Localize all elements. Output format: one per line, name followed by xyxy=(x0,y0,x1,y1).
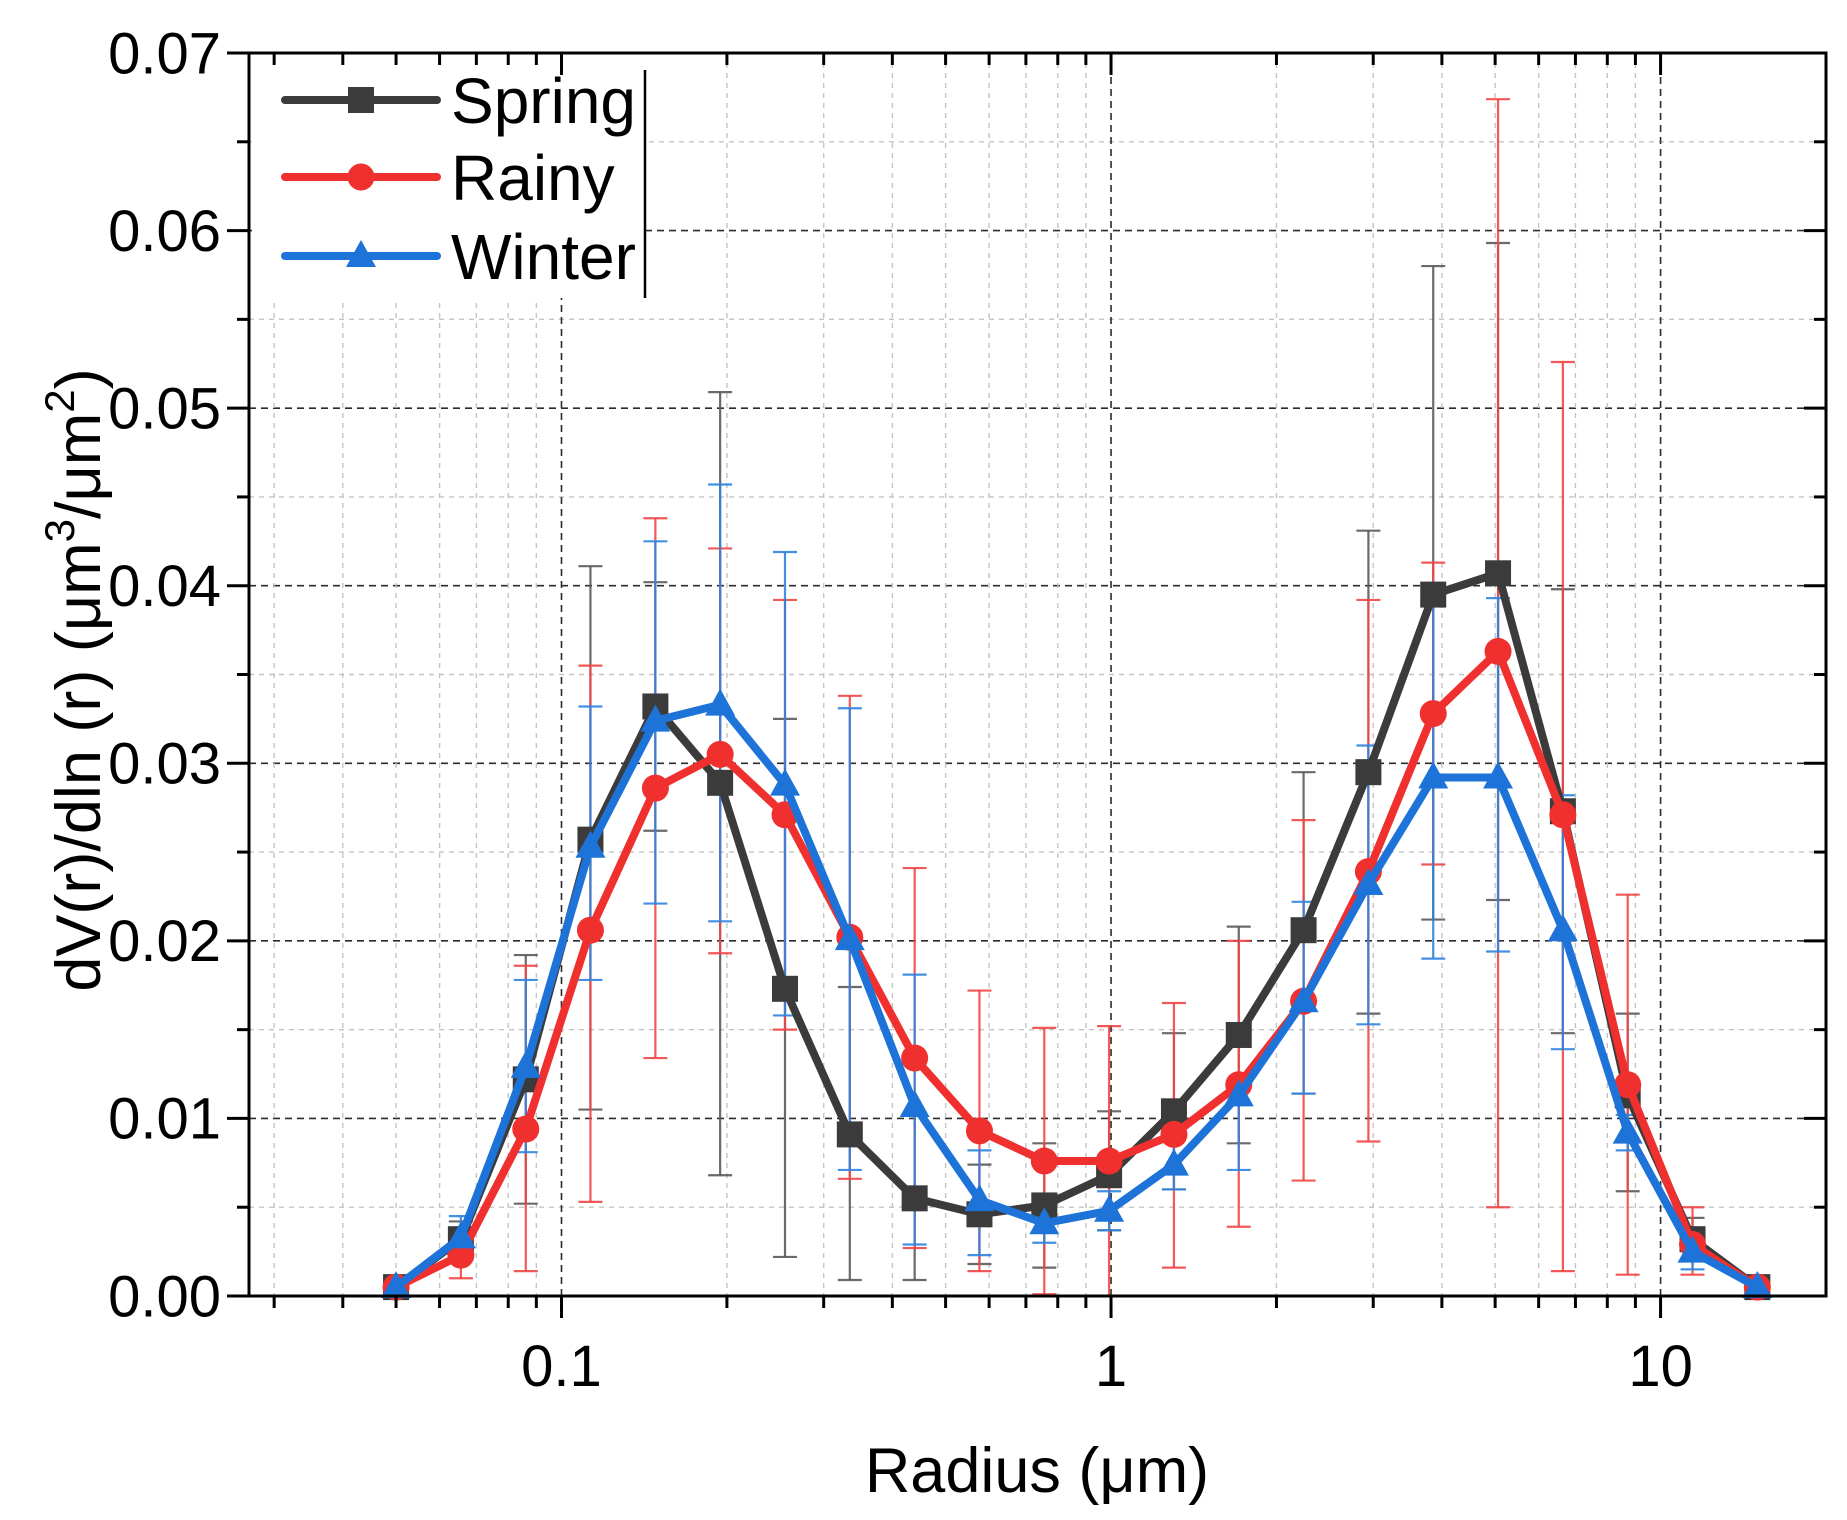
rainy-marker-10 xyxy=(1030,1147,1058,1175)
winter-marker-1 xyxy=(445,1221,476,1249)
rainy-marker-1 xyxy=(447,1241,475,1269)
winter-marker-8 xyxy=(899,1089,930,1117)
y-tick-label-4: 0.04 xyxy=(108,554,221,619)
legend-winter-marker xyxy=(346,240,376,267)
spring-marker-7 xyxy=(836,1121,863,1148)
y-tick-label-3: 0.03 xyxy=(108,732,221,797)
spring-marker-8 xyxy=(901,1185,928,1212)
spring-marker-13 xyxy=(1225,1021,1252,1048)
winter-marker-0 xyxy=(381,1271,412,1299)
winter-marker-9 xyxy=(964,1184,995,1212)
winter-marker-2 xyxy=(510,1050,541,1078)
winter-marker-11 xyxy=(1094,1194,1125,1222)
y-axis-label-per-unit: /μm xyxy=(44,413,114,519)
rainy-marker-3 xyxy=(576,916,604,944)
winter-marker-17 xyxy=(1483,761,1514,789)
rainy-marker-12 xyxy=(1160,1120,1188,1148)
y-tick-label-2: 0.02 xyxy=(108,909,221,974)
winter-marker-12 xyxy=(1158,1148,1189,1176)
y-tick-label-6: 0.06 xyxy=(108,199,221,264)
winter-marker-16 xyxy=(1418,761,1449,789)
winter-marker-10 xyxy=(1029,1207,1060,1235)
legend-winter-label: Winter xyxy=(451,221,636,293)
winter-marker-6 xyxy=(769,768,800,796)
rainy-marker-2 xyxy=(512,1115,540,1143)
spring-marker-15 xyxy=(1355,759,1382,786)
x-tick-label-2: 10 xyxy=(1628,1334,1693,1399)
y-tick-label-7: 0.07 xyxy=(108,21,221,86)
rainy-marker-11 xyxy=(1095,1147,1123,1175)
rainy-marker-19 xyxy=(1614,1071,1642,1099)
winter-marker-18 xyxy=(1547,914,1578,942)
x-tick-label-1: 1 xyxy=(1095,1334,1127,1399)
winter-marker-20 xyxy=(1677,1235,1708,1263)
legend-rainy-marker xyxy=(347,163,375,191)
rainy-marker-8 xyxy=(901,1044,929,1072)
y-axis-label: dV(r)/dln (r) (μm3/μm2) xyxy=(36,368,114,991)
rainy-marker-16 xyxy=(1419,700,1447,728)
axes xyxy=(227,51,1828,1318)
spring-marker-12 xyxy=(1160,1098,1187,1125)
spring-marker-14 xyxy=(1290,917,1317,944)
winter-series-line xyxy=(392,700,1762,1292)
x-axis-label: Radius (μm) xyxy=(865,1436,1209,1506)
winter-marker-5 xyxy=(705,688,736,716)
winter-marker-19 xyxy=(1612,1116,1643,1144)
rainy-marker-5 xyxy=(706,740,734,768)
legend-spring-marker xyxy=(348,87,374,113)
spring-marker-5 xyxy=(707,769,734,796)
y-axis-label-superscript-3: 3 xyxy=(36,519,83,542)
spring-series-line xyxy=(392,569,1762,1292)
winter-marker-21 xyxy=(1742,1271,1773,1299)
y-tick-label-0: 0.00 xyxy=(108,1264,221,1329)
y-tick-label-5: 0.05 xyxy=(108,376,221,441)
winter-marker-3 xyxy=(575,830,606,858)
winter-marker-15 xyxy=(1353,868,1384,896)
y-axis-label-superscript-2: 2 xyxy=(36,389,83,412)
winter-marker-4 xyxy=(640,704,671,732)
rainy-marker-18 xyxy=(1549,801,1577,829)
data-series xyxy=(381,560,1773,1301)
spring-marker-16 xyxy=(1420,581,1447,608)
y-axis-label-main: dV(r)/dln (r) (μm xyxy=(44,542,114,991)
legend-rainy-label: Rainy xyxy=(451,142,615,214)
spring-marker-17 xyxy=(1485,560,1512,587)
y-tick-label-1: 0.01 xyxy=(108,1087,221,1152)
rainy-marker-4 xyxy=(641,774,669,802)
winter-marker-7 xyxy=(834,923,865,951)
y-axis-label-close-paren: ) xyxy=(44,368,114,389)
rainy-marker-9 xyxy=(965,1117,993,1145)
rainy-series-line xyxy=(392,647,1762,1292)
spring-marker-6 xyxy=(771,975,798,1002)
legend-spring-label: Spring xyxy=(451,65,636,137)
tick-labels: 0.00 0.01 0.02 0.03 0.04 0.05 0.06 0.07 0.1 1 10 xyxy=(108,21,1693,1399)
rainy-marker-17 xyxy=(1484,637,1512,665)
winter-marker-14 xyxy=(1288,985,1319,1013)
x-tick-label-0: 0.1 xyxy=(521,1334,602,1399)
winter-marker-13 xyxy=(1223,1079,1254,1107)
